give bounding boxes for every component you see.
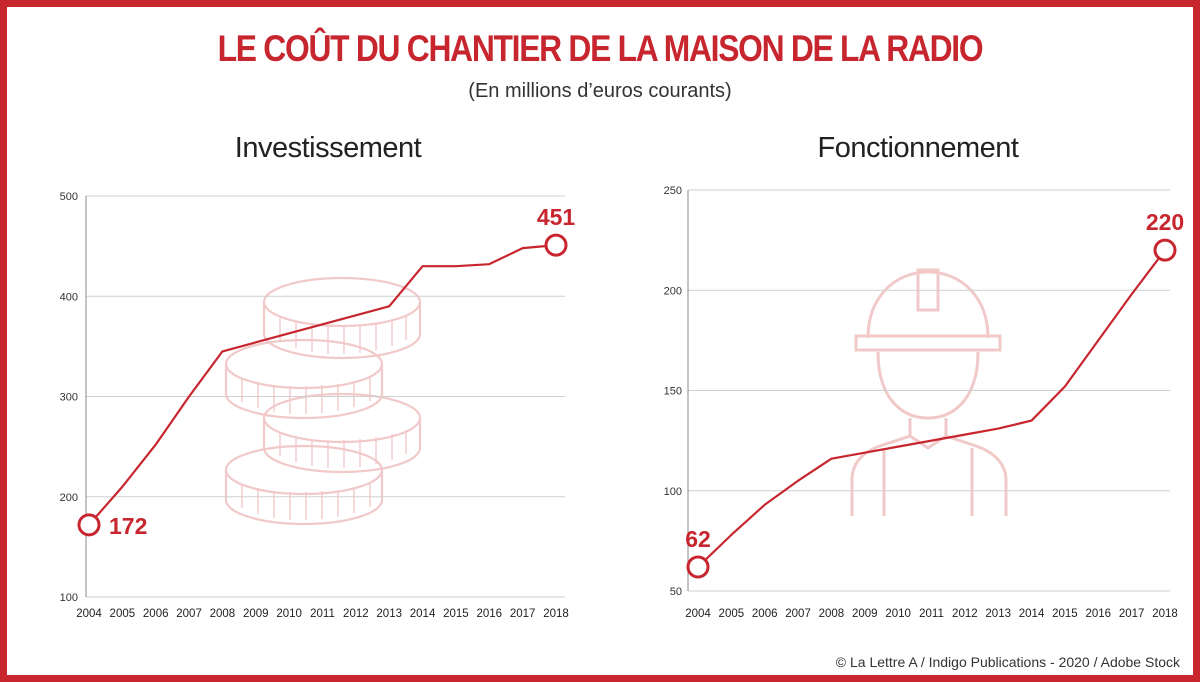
series-line xyxy=(697,249,1166,568)
x-tick-label: 2007 xyxy=(176,608,202,620)
data-label: 220 xyxy=(1146,209,1184,235)
data-point-marker xyxy=(1153,238,1177,262)
chart-title-fonctionnement: Fonctionnement xyxy=(817,132,1019,164)
page-title: LE COÛT DU CHANTIER DE LA MAISON DE LA R… xyxy=(217,28,984,69)
x-tick-label: 2016 xyxy=(476,608,502,620)
x-tick-label: 2008 xyxy=(819,608,845,620)
data-point-marker xyxy=(686,555,710,579)
data-point-marker xyxy=(544,233,568,257)
y-tick-label: 250 xyxy=(664,185,682,197)
x-tick-label: 2018 xyxy=(543,608,569,620)
x-tick-label: 2004 xyxy=(685,608,711,620)
y-tick-label: 300 xyxy=(60,392,78,404)
x-tick-label: 2004 xyxy=(76,608,102,620)
x-tick-label: 2005 xyxy=(719,608,745,620)
x-tick-label: 2014 xyxy=(410,608,436,620)
y-tick-label: 400 xyxy=(60,291,78,303)
x-tick-label: 2011 xyxy=(310,608,335,620)
x-tick-label: 2015 xyxy=(443,608,469,620)
x-tick-label: 2018 xyxy=(1152,608,1178,620)
credit-text: © La Lettre A / Indigo Publications - 20… xyxy=(835,654,1180,670)
x-tick-label: 2010 xyxy=(885,608,911,620)
data-label: 62 xyxy=(685,526,711,552)
chart-title-investissement: Investissement xyxy=(234,132,422,164)
x-tick-label: 2017 xyxy=(510,608,536,620)
page-subtitle: (En millions d’euros courants) xyxy=(468,80,732,102)
x-tick-label: 2016 xyxy=(1085,608,1111,620)
x-tick-label: 2006 xyxy=(752,608,778,620)
y-tick-label: 500 xyxy=(60,191,78,203)
data-point-marker xyxy=(77,513,101,537)
x-tick-label: 2006 xyxy=(143,608,169,620)
y-tick-label: 50 xyxy=(670,586,682,598)
x-tick-label: 2010 xyxy=(276,608,302,620)
worker-helmet-icon xyxy=(850,268,1008,516)
chart-investissement: 100 200 300 400 500 2004 2005 2006 2007 2008 2009 2… xyxy=(60,191,576,620)
chart-fonctionnement: 50 100 150 200 250 2004 2005 2006 2007 2008 2009 20… xyxy=(664,185,1185,620)
x-tick-label: 2009 xyxy=(243,608,269,620)
x-tick-label: 2008 xyxy=(210,608,236,620)
y-tick-label: 200 xyxy=(664,285,682,297)
y-tick-label: 150 xyxy=(664,386,682,398)
x-tick-label: 2017 xyxy=(1119,608,1145,620)
x-tick-label: 2012 xyxy=(343,608,369,620)
x-tick-label: 2012 xyxy=(952,608,978,620)
y-tick-label: 100 xyxy=(664,486,682,498)
x-tick-label: 2014 xyxy=(1019,608,1045,620)
coins-icon xyxy=(224,276,422,526)
x-tick-label: 2005 xyxy=(110,608,136,620)
x-tick-label: 2007 xyxy=(785,608,811,620)
y-tick-label: 100 xyxy=(60,592,78,604)
data-label: 172 xyxy=(109,513,147,539)
series-line xyxy=(88,244,557,526)
x-tick-label: 2013 xyxy=(985,608,1011,620)
y-tick-label: 200 xyxy=(60,492,78,504)
x-tick-label: 2009 xyxy=(852,608,878,620)
x-tick-label: 2015 xyxy=(1052,608,1078,620)
x-tick-label: 2013 xyxy=(376,608,402,620)
data-label: 451 xyxy=(537,204,576,230)
x-tick-label: 2011 xyxy=(919,608,944,620)
